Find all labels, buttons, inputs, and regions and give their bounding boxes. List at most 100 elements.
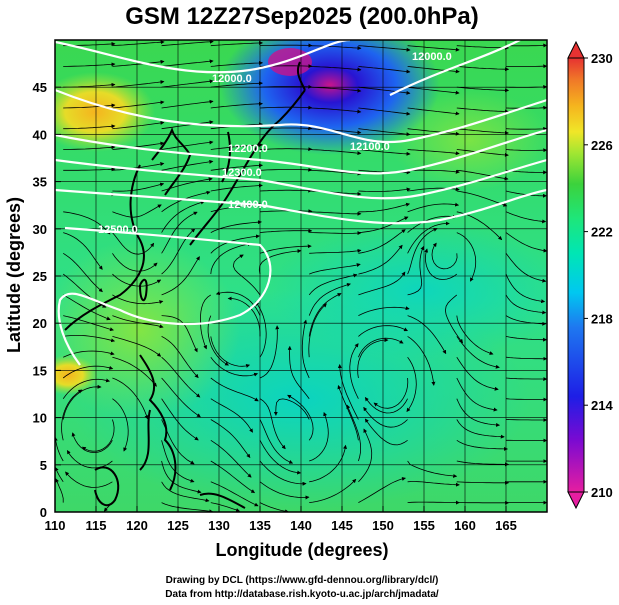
streamline [259,419,294,464]
streamline [456,169,509,181]
streamline [456,66,510,72]
low-core [268,48,312,76]
streamline [505,315,547,326]
streamline [161,159,214,171]
streamline [63,103,116,109]
streamline [505,211,547,224]
streamline [210,356,259,377]
colorbar: 210 214 218 222 226 230 [567,40,613,510]
streamline [456,45,510,50]
streamline [407,128,460,136]
streamline [112,40,165,47]
colorbar-tick-label: 218 [591,311,613,326]
streamline [358,216,409,233]
streamline [273,398,310,420]
streamline [210,163,263,171]
streamline [407,227,438,275]
streamline [210,242,252,275]
streamline [61,389,83,441]
streamline [62,252,103,293]
contour-12300 [55,158,547,200]
streamline [407,500,460,505]
streamline [55,478,64,503]
streamline [456,128,509,135]
streamline [63,232,103,270]
streamline [63,294,111,321]
streamline [259,398,286,450]
streamline [456,377,498,412]
streamline [259,209,313,214]
streamline [407,315,447,355]
colorbar-tick-label: 214 [591,398,613,413]
contour-label: 12200.0 [228,143,268,155]
colorbar-tick-label: 226 [591,138,613,153]
streamline [407,245,425,296]
light-green-region [55,240,240,420]
streamline [210,142,263,150]
streamline [407,86,460,95]
streamline [407,45,460,52]
streamline [81,419,115,452]
streamline [259,481,310,500]
contour-label: 12000.0 [212,73,252,85]
streamline [259,188,313,193]
contour-label: 12000.0 [412,51,452,63]
streamline [407,460,458,478]
streamline [346,404,362,462]
streamline [309,211,362,216]
streamline [358,66,411,74]
x-tick-label: 130 [208,518,230,533]
streamline [505,294,547,315]
streamline [505,336,547,342]
streamline [309,128,362,135]
contour-12000 [55,40,351,74]
streamline [349,343,359,399]
credit-data-source: Data from http://database.rish.kyoto-u.a… [165,589,439,600]
streamline [358,476,406,503]
y-tick-label: 40 [33,127,47,142]
streamline [505,232,547,253]
x-tick-label: 165 [495,518,517,533]
y-tick-label: 0 [40,505,47,520]
streamline [309,231,362,236]
streamline [210,336,251,368]
streamline [161,377,201,418]
streamline [161,481,210,503]
streamline [456,398,501,427]
streamline [407,169,460,174]
streamline [407,66,460,74]
streamline [227,296,261,337]
contour-label: 12300.0 [222,167,262,179]
credit-drawing: Drawing by DCL (https://www.gfd-dennou.o… [166,575,439,586]
figure-title: GSM 12Z27Sep2025 (200.0hPa) [125,3,479,30]
coastline-taiwan [139,278,148,302]
x-tick-label: 135 [249,518,271,533]
streamline [505,356,547,361]
streamline [62,384,102,420]
contour-labels: 12000.0 12200.0 12300.0 12400.0 12500.0 … [98,51,452,236]
streamline [358,337,404,358]
streamline [309,263,361,275]
streamline [112,182,165,192]
streamline [259,502,289,512]
streamline [62,365,114,379]
coastline-korea [151,126,192,196]
streamline [259,105,313,110]
streamline [199,294,212,350]
streamline [259,167,313,172]
streamline [71,432,113,453]
streamline [210,40,264,47]
streamline [357,338,389,379]
streamline [358,128,411,137]
streamline [364,418,408,446]
streamline [309,107,362,114]
streamline [259,147,313,152]
streamline [444,294,464,344]
streamline [210,234,260,254]
streamline [161,315,198,353]
x-tick-label: 125 [167,518,189,533]
streamline [112,59,165,67]
streamline [161,59,214,67]
colorbar-tick-label: 210 [591,485,613,500]
